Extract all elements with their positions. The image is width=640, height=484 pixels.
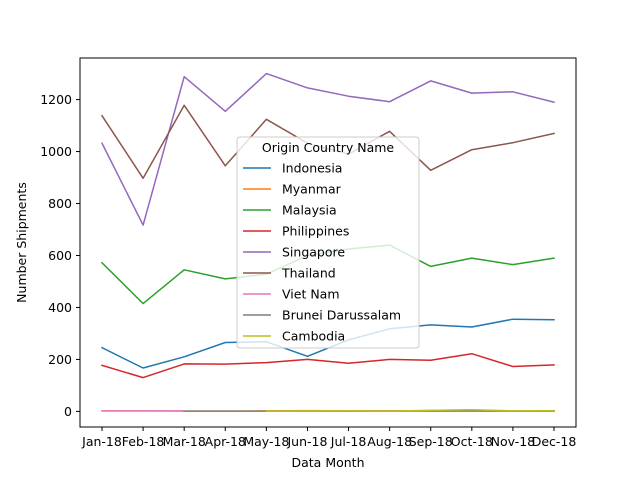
series-line-philippines	[101, 352, 555, 379]
x-axis-label: Data Month	[292, 455, 365, 470]
y-tick-label: 800	[48, 196, 72, 211]
x-tick-label: Jun-18	[286, 434, 327, 449]
legend-label-myanmar: Myanmar	[282, 182, 342, 197]
legend-label-philippines: Philippines	[282, 224, 349, 239]
legend-label-viet-nam: Viet Nam	[282, 287, 340, 302]
legend-box	[236, 136, 420, 349]
plot-area-frame	[79, 57, 577, 428]
y-tick-label: 600	[48, 248, 72, 263]
series-line-singapore	[100, 72, 555, 226]
x-tick-label: Mar-18	[163, 434, 206, 449]
x-tick-label: Feb-18	[122, 434, 165, 449]
x-tick-label: Sep-18	[409, 434, 453, 449]
series-line-cambodia	[265, 409, 555, 412]
legend-label-singapore: Singapore	[282, 245, 345, 260]
x-tick-label: Nov-18	[491, 434, 536, 449]
x-tick-label: Apr-18	[205, 434, 246, 449]
x-tick-label: Jul-18	[330, 434, 367, 449]
legend-label-brunei-darussalam: Brunei Darussalam	[282, 308, 401, 323]
x-tick-label: Jan-18	[81, 434, 122, 449]
legend-title: Origin Country Name	[262, 140, 395, 155]
legend: Origin Country Name Indonesia Myanmar Mala…	[236, 136, 420, 349]
y-tick-label: 200	[48, 352, 72, 367]
y-tick-label: 1000	[40, 144, 72, 159]
y-tick-label: 0	[64, 404, 72, 419]
x-tick-label: Aug-18	[367, 434, 412, 449]
legend-label-malaysia: Malaysia	[282, 203, 337, 218]
x-tick-label: Dec-18	[532, 434, 577, 449]
y-tick-label: 1200	[40, 92, 72, 107]
x-tick-label: May-18	[243, 434, 289, 449]
legend-label-indonesia: Indonesia	[282, 161, 342, 176]
legend-label-cambodia: Cambodia	[282, 329, 345, 344]
x-tick-label: Oct-18	[451, 434, 493, 449]
y-axis-label: Number Shipments	[14, 182, 29, 303]
y-tick-label: 400	[48, 300, 72, 315]
legend-label-thailand: Thailand	[281, 266, 336, 281]
